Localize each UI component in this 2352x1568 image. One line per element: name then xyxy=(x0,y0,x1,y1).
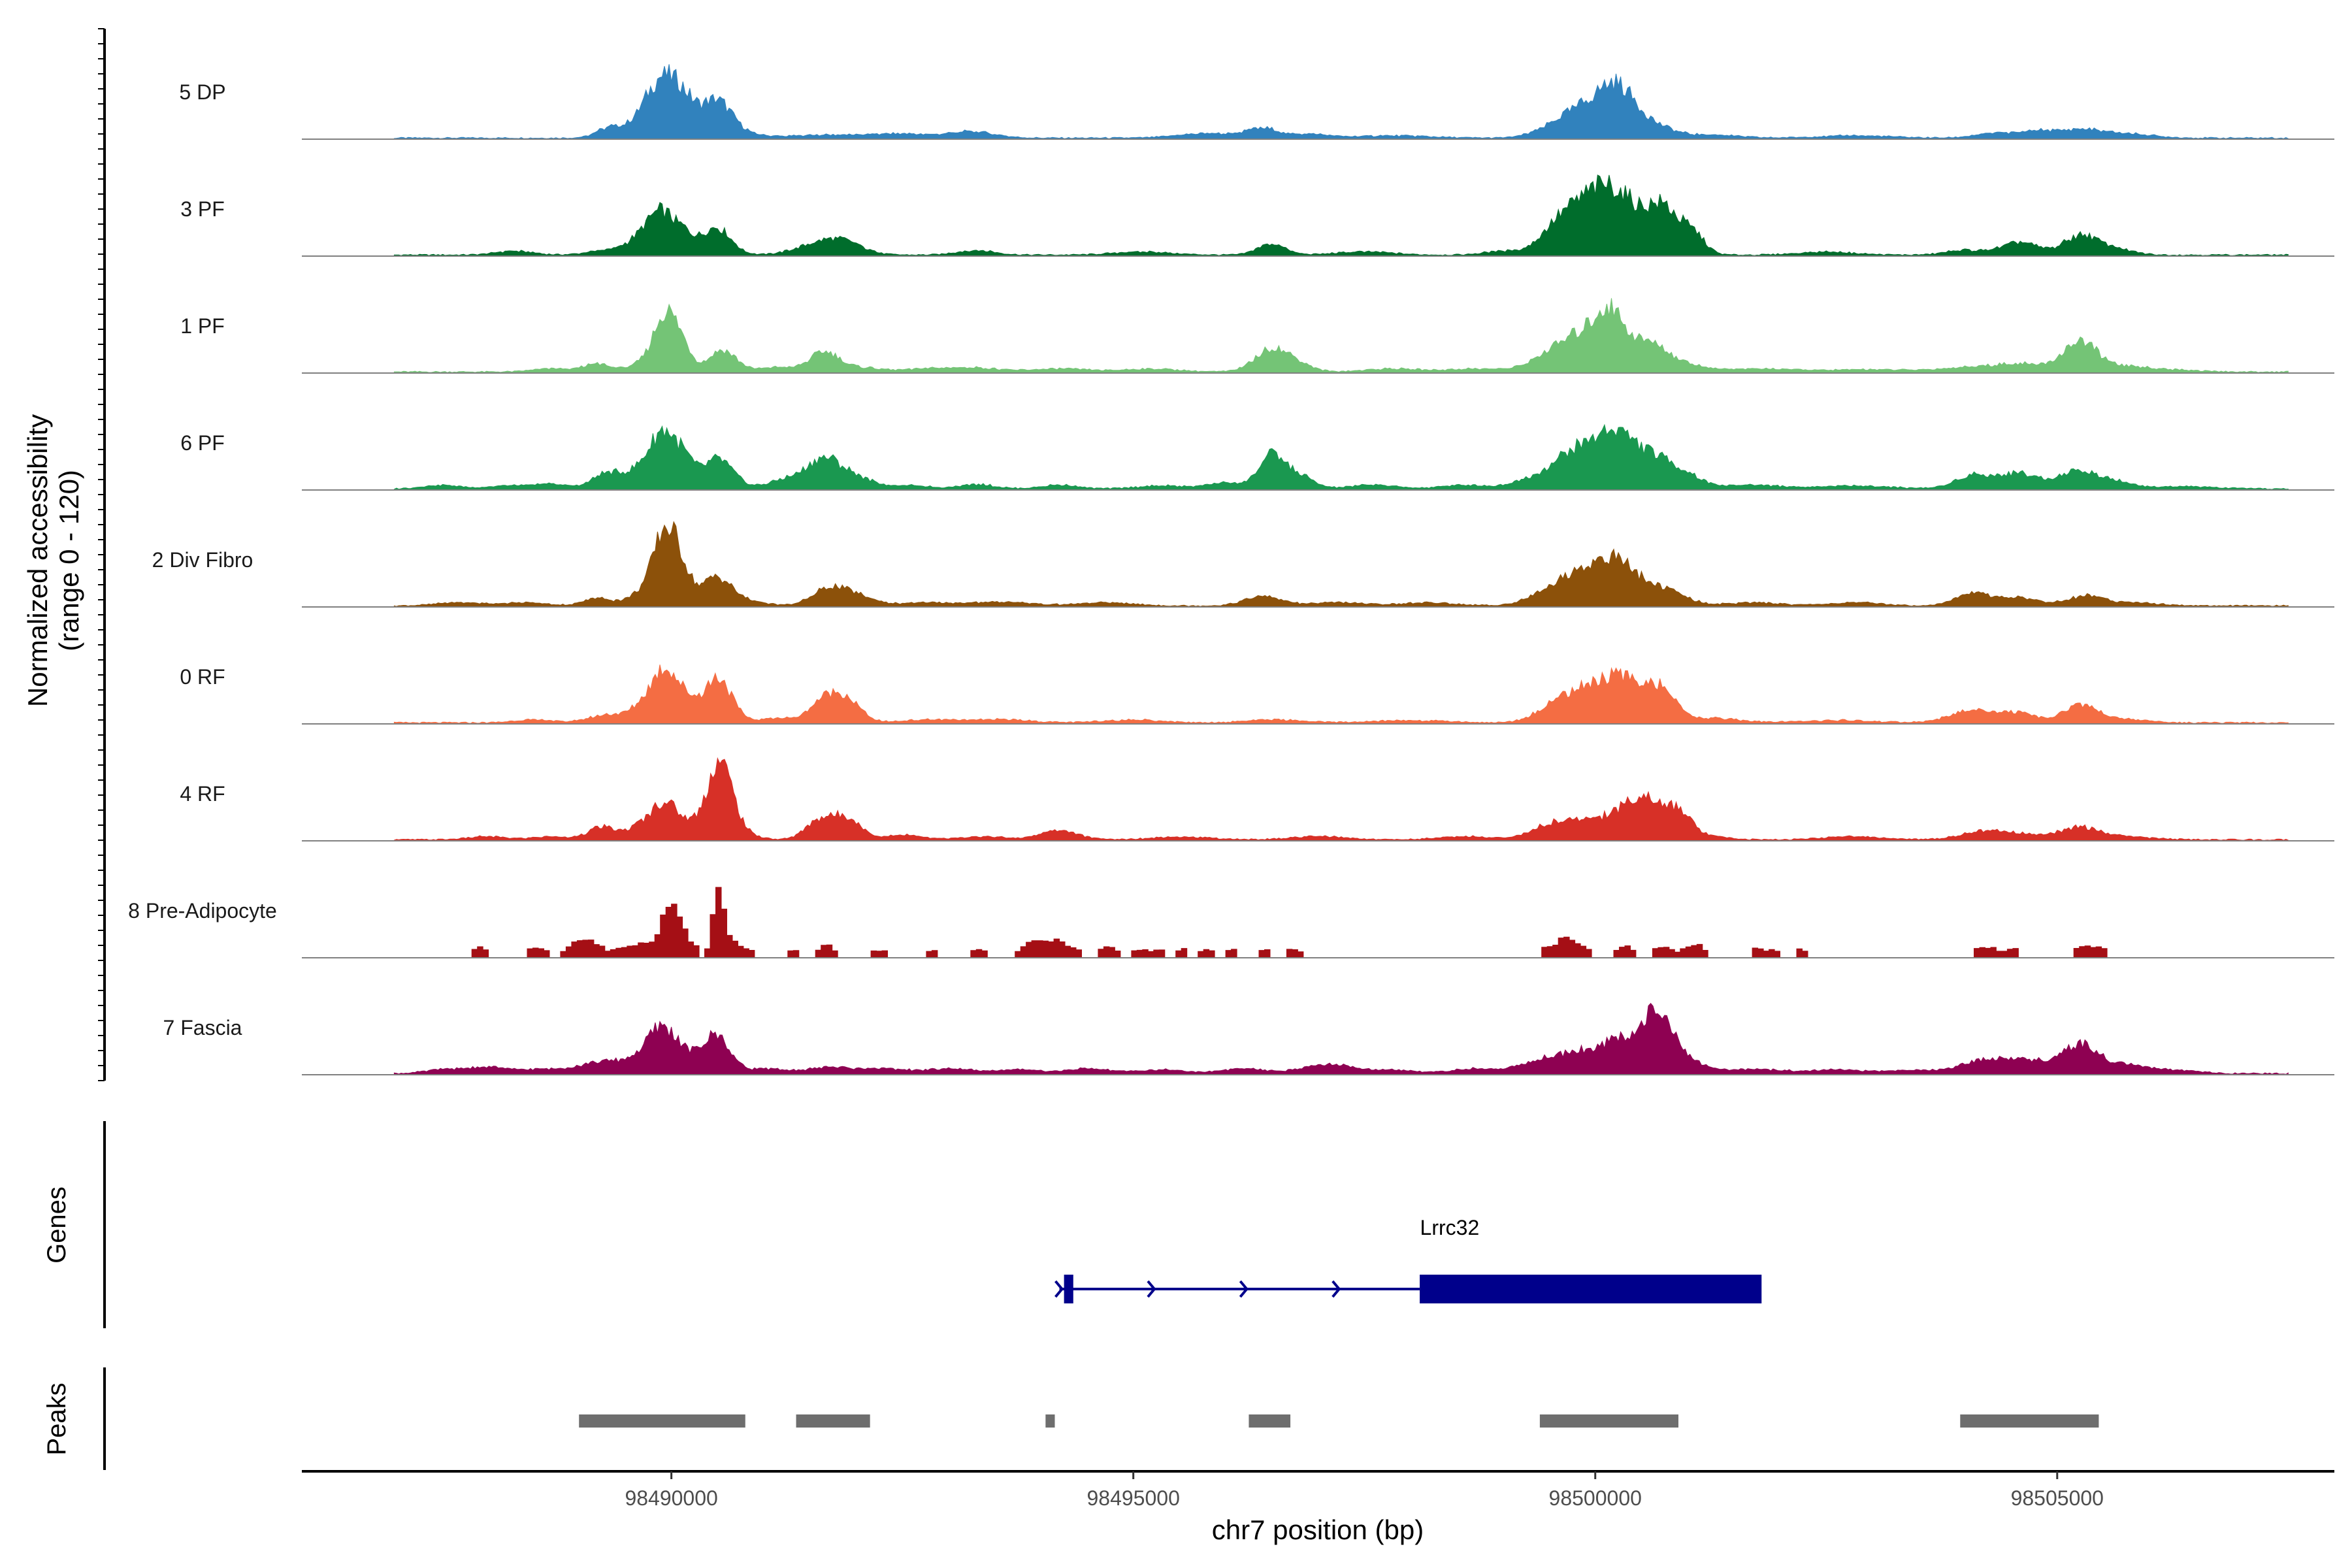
track-label: 4 RF xyxy=(180,782,225,806)
track-1-pf: 1 PF xyxy=(180,298,2334,373)
coverage-area xyxy=(394,759,2288,841)
track-label: 6 PF xyxy=(180,431,225,455)
track-6-pf: 6 PF xyxy=(180,425,2334,490)
track-2-div-fibro: 2 Div Fibro xyxy=(152,522,2334,607)
coverage-tracks: 5 DP 3 PF 1 PF 6 PF 2 Div Fibro 0 RF 4 RF 8 Pre… xyxy=(128,64,2334,1075)
track-label: 5 DP xyxy=(179,80,225,104)
gene-track: Lrrc32 xyxy=(1056,1216,1762,1303)
coverage-area xyxy=(394,175,2288,256)
gene-exon xyxy=(1064,1275,1073,1303)
coverage-area xyxy=(394,1004,2288,1075)
track-4-rf: 4 RF xyxy=(180,759,2334,841)
gene-name-label: Lrrc32 xyxy=(1420,1216,1480,1239)
track-label: 2 Div Fibro xyxy=(152,548,253,572)
x-tick-label: 98495000 xyxy=(1086,1486,1179,1510)
track-7-fascia: 7 Fascia xyxy=(163,1004,2334,1075)
track-label: 7 Fascia xyxy=(163,1016,242,1039)
coverage-y-axis xyxy=(98,29,105,1081)
peak-region-bar xyxy=(796,1414,870,1428)
peak-region-bar xyxy=(1249,1414,1290,1428)
coverage-area xyxy=(394,298,2288,373)
peaks-panel-label: Peaks xyxy=(42,1382,71,1455)
y-axis-title-line-1: Normalized accessibility xyxy=(22,414,53,707)
peak-region-bar xyxy=(1045,1414,1054,1428)
peak-region-bar xyxy=(579,1414,745,1428)
x-tick-label: 98490000 xyxy=(625,1486,717,1510)
genome-browser-plot: Normalized accessibility (range 0 - 120)… xyxy=(0,0,2352,1568)
strand-arrow xyxy=(1056,1281,1062,1297)
track-0-rf: 0 RF xyxy=(180,664,2334,724)
peak-region-bar xyxy=(1540,1414,1678,1428)
x-tick-label: 98500000 xyxy=(1549,1486,1642,1510)
x-tick-label: 98505000 xyxy=(2011,1486,2104,1510)
coverage-area xyxy=(394,522,2288,607)
peak-region-bar xyxy=(1960,1414,2099,1428)
track-5-dp: 5 DP xyxy=(179,64,2334,139)
track-label: 3 PF xyxy=(180,197,225,221)
track-label: 1 PF xyxy=(180,314,225,338)
track-8-pre-adipocyte: 8 Pre-Adipocyte xyxy=(128,887,2334,958)
coverage-area xyxy=(394,64,2288,139)
coverage-area xyxy=(394,664,2288,724)
x-axis: 98490000 98495000 98500000 98505000 xyxy=(625,1471,2104,1510)
genes-panel-label: Genes xyxy=(42,1186,71,1264)
gene-exon xyxy=(1420,1275,1761,1303)
y-axis-title-line-2: (range 0 - 120) xyxy=(54,470,84,651)
peaks-track xyxy=(579,1414,2099,1428)
track-label: 0 RF xyxy=(180,665,225,689)
track-label: 8 Pre-Adipocyte xyxy=(128,899,277,923)
coverage-area xyxy=(394,887,2290,958)
coverage-area xyxy=(394,425,2288,490)
track-3-pf: 3 PF xyxy=(180,175,2334,256)
x-axis-title: chr7 position (bp) xyxy=(1212,1514,1424,1545)
